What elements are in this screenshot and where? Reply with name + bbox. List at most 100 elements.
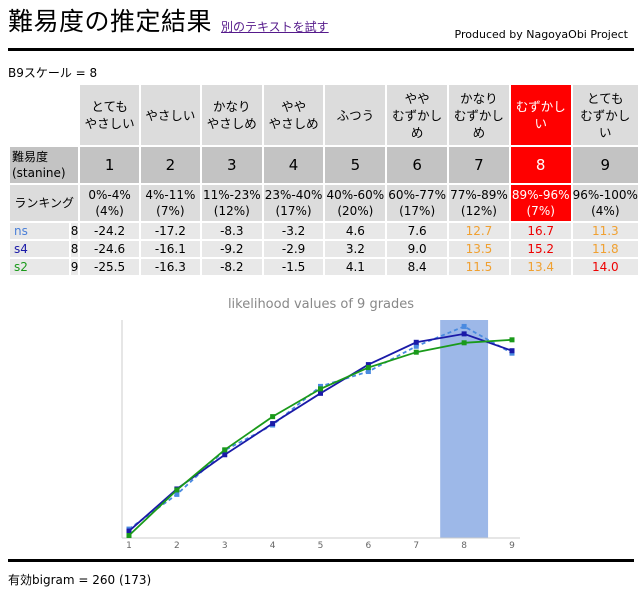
series-point-s2 — [365, 365, 371, 371]
series-point-s4 — [365, 362, 371, 368]
model-label: s2 — [10, 259, 69, 275]
ranking-range-1: 0%-4% (4%) — [80, 185, 139, 221]
grade-name-5: ふつう — [325, 85, 386, 145]
model-count: 9 — [70, 259, 79, 275]
model-score: -24.6 — [80, 241, 139, 257]
model-row-s2: s2 9 -25.5 -16.3 -8.2 -1.5 4.1 8.4 11.5 13.4 14.0 — [10, 259, 638, 275]
stanine-2: 2 — [140, 147, 200, 183]
series-point-s2 — [126, 533, 132, 539]
series-point-ns — [413, 343, 419, 349]
model-score: 13.5 — [449, 241, 509, 257]
series-point-s4 — [509, 348, 515, 354]
model-score: 14.0 — [572, 259, 638, 275]
x-tick-label: 5 — [318, 541, 324, 550]
x-tick-label: 4 — [270, 541, 276, 550]
b9-scale-result: B9スケール = 8 — [8, 66, 98, 80]
try-other-text-link[interactable]: 別のテキストを試す — [221, 20, 329, 34]
stanine-5: 5 — [325, 147, 386, 183]
model-score: 7.6 — [387, 223, 448, 239]
model-score: 3.2 — [325, 241, 386, 257]
model-score: -9.2 — [201, 241, 262, 257]
model-score: 12.7 — [449, 223, 509, 239]
ranking-range-4: 23%-40% (17%) — [263, 185, 324, 221]
grade-name-6: やや むずかしめ — [387, 85, 448, 145]
model-score: 11.5 — [449, 259, 509, 275]
model-label: ns — [10, 223, 69, 239]
model-label: s4 — [10, 241, 69, 257]
ranking-label: ランキング — [10, 185, 79, 221]
page-header: 難易度の推定結果 別のテキストを試す Produced by NagoyaObi… — [8, 6, 634, 44]
model-score: -24.2 — [80, 223, 139, 239]
series-point-s4 — [126, 528, 132, 534]
stanine-1: 1 — [80, 147, 139, 183]
model-score: 9.0 — [387, 241, 448, 257]
x-tick-label: 9 — [509, 541, 515, 550]
series-point-s4 — [318, 390, 323, 396]
ranking-range-5: 40%-60% (20%) — [325, 185, 386, 221]
x-tick-label: 7 — [413, 541, 419, 550]
grade-name-9: とても むずかしい — [572, 85, 638, 145]
valid-bigram-count: 有効bigram = 260 (173) — [8, 573, 152, 587]
series-point-ns — [461, 323, 467, 329]
grade-name-3: かなり やさしめ — [201, 85, 262, 145]
model-score: -16.3 — [140, 259, 200, 275]
model-count: 8 — [70, 241, 79, 257]
model-score: -17.2 — [140, 223, 200, 239]
series-point-s2 — [509, 337, 515, 343]
producer-credit: Produced by NagoyaObi Project — [454, 28, 628, 41]
ranking-range-3: 11%-23% (12%) — [201, 185, 262, 221]
model-row-s4: s4 8 -24.6 -16.1 -9.2 -2.9 3.2 9.0 13.5 15.2 11.8 — [10, 241, 638, 257]
stanine-8: 8 — [510, 147, 571, 183]
likelihood-chart: likelihood values of 9 grades 1 2 3 4 5 6 7 8 9 — [121, 297, 520, 550]
ranking-range-2: 4%-11% (7%) — [140, 185, 200, 221]
series-point-s2 — [318, 386, 323, 392]
model-score: 11.3 — [572, 223, 638, 239]
model-score: -2.9 — [263, 241, 324, 257]
model-count: 8 — [70, 223, 79, 239]
ranking-range-9: 96%-100% (4%) — [572, 185, 638, 221]
model-score: -3.2 — [263, 223, 324, 239]
chart-title: likelihood values of 9 grades — [228, 297, 414, 312]
x-tick-label: 2 — [174, 541, 180, 550]
ranking-range-8: 89%-96% (7%) — [510, 185, 571, 221]
model-score: -1.5 — [263, 259, 324, 275]
series-point-s2 — [413, 349, 419, 355]
model-score: -16.1 — [140, 241, 200, 257]
stanine-7: 7 — [449, 147, 509, 183]
model-score: 16.7 — [510, 223, 571, 239]
page-title: 難易度の推定結果 — [8, 7, 213, 36]
grade-name-2: やさしい — [140, 85, 200, 145]
series-point-s4 — [270, 421, 276, 427]
model-score: -25.5 — [80, 259, 139, 275]
series-point-s2 — [461, 340, 467, 346]
grade-name-8: むずかしい — [510, 85, 571, 145]
model-score: 8.4 — [387, 259, 448, 275]
footer-divider — [8, 559, 634, 562]
model-row-ns: ns 8 -24.2 -17.2 -8.3 -3.2 4.6 7.6 12.7 16.7 11.3 — [10, 223, 638, 239]
grade-table: とても やさしい やさしい かなり やさしめ やや やさしめ ふつう やや むずかしめかなり むずか… — [8, 83, 640, 277]
ranking-range-6: 60%-77% (17%) — [387, 185, 448, 221]
series-point-s4 — [461, 331, 467, 337]
series-point-ns — [174, 491, 180, 497]
model-score: 4.1 — [325, 259, 386, 275]
series-point-s2 — [174, 487, 180, 493]
model-score: -8.2 — [201, 259, 262, 275]
model-score: 4.6 — [325, 223, 386, 239]
model-score: -8.3 — [201, 223, 262, 239]
table-corner — [10, 85, 79, 145]
x-tick-label: 1 — [126, 541, 132, 550]
series-point-s2 — [222, 447, 228, 453]
x-tick-label: 6 — [366, 541, 372, 550]
model-score: 15.2 — [510, 241, 571, 257]
stanine-3: 3 — [201, 147, 262, 183]
highlight-band — [440, 320, 489, 538]
series-point-s4 — [413, 339, 419, 345]
grade-name-7: かなり むずかしめ — [449, 85, 509, 145]
model-score: 13.4 — [510, 259, 571, 275]
stanine-6: 6 — [387, 147, 448, 183]
series-point-s4 — [222, 452, 228, 458]
grade-name-1: とても やさしい — [80, 85, 139, 145]
model-score: 11.8 — [572, 241, 638, 257]
difficulty-label: 難易度 (stanine) — [10, 147, 79, 183]
x-tick-label: 3 — [222, 541, 228, 550]
